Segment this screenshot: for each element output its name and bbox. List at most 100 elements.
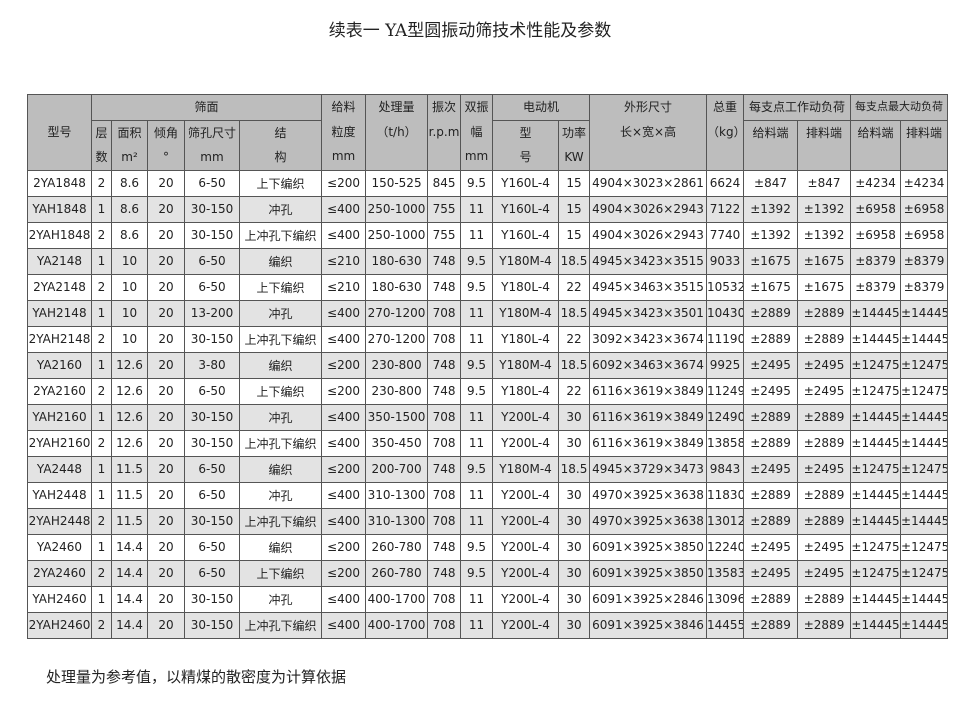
table-cell: ±2889 [743, 481, 799, 509]
table-cell: ±14445 [900, 611, 949, 639]
header-cell: 给料 粒度 mm [321, 94, 367, 171]
table-cell: ±12475 [850, 533, 902, 561]
table-cell: 20 [147, 507, 185, 535]
table-cell: ±2889 [797, 507, 852, 535]
table-cell: 748 [427, 377, 462, 405]
table-cell: ≤200 [321, 455, 367, 483]
table-cell: ±8379 [900, 273, 949, 301]
table-row: 2YA2160 2 12.6 20 6-50 上下编织 ≤200 230-800 748 9.5 Y… [27, 377, 949, 405]
table-cell: 20 [147, 325, 185, 353]
table-cell: 6-50 [184, 169, 240, 197]
header-cell: 筛孔尺寸 mm [184, 119, 240, 171]
table-row: 2YAH2148 2 10 20 30-150 上冲孔下编织 ≤400 270-1200 708… [27, 325, 949, 353]
table-cell: 30 [558, 611, 591, 639]
table-cell: ±2889 [797, 299, 852, 327]
table-cell: ±6958 [850, 195, 902, 223]
table-cell: 9033 [706, 247, 745, 275]
table-cell: ±8379 [850, 273, 902, 301]
table-cell: ±14445 [900, 429, 949, 457]
table-cell: 11 [460, 585, 494, 613]
table-cell: 2 [91, 377, 112, 405]
table-cell: ±14445 [850, 507, 902, 535]
table-cell: 6091×3925×3846 [589, 611, 708, 639]
table-cell: ±12475 [850, 455, 902, 483]
table-cell: 20 [147, 195, 185, 223]
table-row: 2YA1848 2 8.6 20 6-50 上下编织 ≤200 150-525 845 9.5 Y1… [27, 169, 949, 197]
table-cell: 冲孔 [238, 481, 323, 509]
table-cell: Y180M-4 [492, 299, 560, 327]
table-cell: 708 [427, 585, 462, 613]
header-cell: 倾角 ° [147, 119, 185, 171]
table-cell: ±14445 [850, 403, 902, 431]
table-cell: ≤400 [321, 481, 367, 509]
table-cell: 20 [147, 351, 185, 379]
table-cell: 20 [147, 221, 185, 249]
table-cell: 冲孔 [238, 299, 323, 327]
table-cell: 350-450 [365, 429, 429, 457]
header-text: 筛孔尺寸 [187, 125, 236, 140]
table-cell: 180-630 [365, 273, 429, 301]
table-cell: 20 [147, 169, 185, 197]
table-cell: ≤200 [321, 351, 367, 379]
table-cell: Y200L-4 [492, 559, 560, 587]
table-cell: 4904×3026×2943 [589, 195, 708, 223]
table-cell: 748 [427, 273, 462, 301]
table-cell: 400-1700 [365, 611, 429, 639]
table-cell: ±2495 [797, 559, 852, 587]
table-cell: 20 [147, 559, 185, 587]
table-cell: 30-150 [184, 325, 240, 353]
table-cell: ±12475 [900, 533, 949, 561]
table-cell: ±1675 [743, 247, 799, 275]
header-cell: 给料端 [743, 119, 799, 171]
table-cell: 15 [558, 195, 591, 223]
table-cell: ±4234 [900, 169, 949, 197]
spec-table: 型号 筛面 给料 粒度 mm 处理量 （t/h） 振次 r.p.m 双振幅 mm 电动机 … [27, 94, 949, 639]
header-text: 型 [519, 125, 532, 140]
table-cell: 11249 [706, 377, 745, 405]
table-cell: 编织 [238, 533, 323, 561]
header-cell: 型号 [492, 119, 560, 171]
table-cell: 270-1200 [365, 325, 429, 353]
table-cell: 9.5 [460, 559, 494, 587]
table-cell: 10 [111, 299, 148, 327]
table-cell: 上下编织 [238, 169, 323, 197]
table-cell: ±14445 [850, 299, 902, 327]
header-text: 倾角 [153, 125, 178, 140]
table-cell: 上下编织 [238, 377, 323, 405]
table-cell: ±12475 [900, 455, 949, 483]
table-cell: 11 [460, 195, 494, 223]
header-text: 双振 [464, 100, 489, 114]
table-cell: 15 [558, 169, 591, 197]
table-cell: ±2495 [797, 377, 852, 405]
table-cell: 2 [91, 273, 112, 301]
table-cell: 11 [460, 403, 494, 431]
header-text: 给料 [331, 100, 356, 114]
table-cell: 2YA1848 [27, 169, 92, 197]
table-cell: 15 [558, 221, 591, 249]
table-cell: ±8379 [850, 247, 902, 275]
table-cell: 11.5 [111, 507, 148, 535]
title: 续表一 YA型圆振动筛技术性能及参数 [328, 21, 612, 41]
table-cell: 11.5 [111, 455, 148, 483]
table-cell: 708 [427, 611, 462, 639]
table-cell: Y160L-4 [492, 195, 560, 223]
table-cell: ±14445 [850, 481, 902, 509]
table-cell: 30-150 [184, 403, 240, 431]
table-cell: 748 [427, 559, 462, 587]
table-cell: ±1392 [743, 221, 799, 249]
table-cell: 30 [558, 507, 591, 535]
table-cell: 7122 [706, 195, 745, 223]
header-text: 每支点最大动负荷 [855, 100, 944, 113]
footnote: 处理量为参考值，以精煤的散密度为计算依据 [46, 668, 347, 686]
table-cell: 20 [147, 377, 185, 405]
header-text: 给料端 [857, 125, 894, 140]
table-cell: ≤400 [321, 299, 367, 327]
table-cell: 4970×3925×3638 [589, 507, 708, 535]
header-cell: 双振幅 mm [460, 94, 494, 171]
header-text: 面积 [117, 125, 142, 140]
table-cell: ≤200 [321, 559, 367, 587]
table-cell: YAH2148 [27, 299, 92, 327]
table-cell: 20 [147, 611, 185, 639]
table-cell: ±14445 [850, 429, 902, 457]
table-row: YAH2460 1 14.4 20 30-150 冲孔 ≤400 400-1700 708 11 Y… [27, 585, 949, 613]
